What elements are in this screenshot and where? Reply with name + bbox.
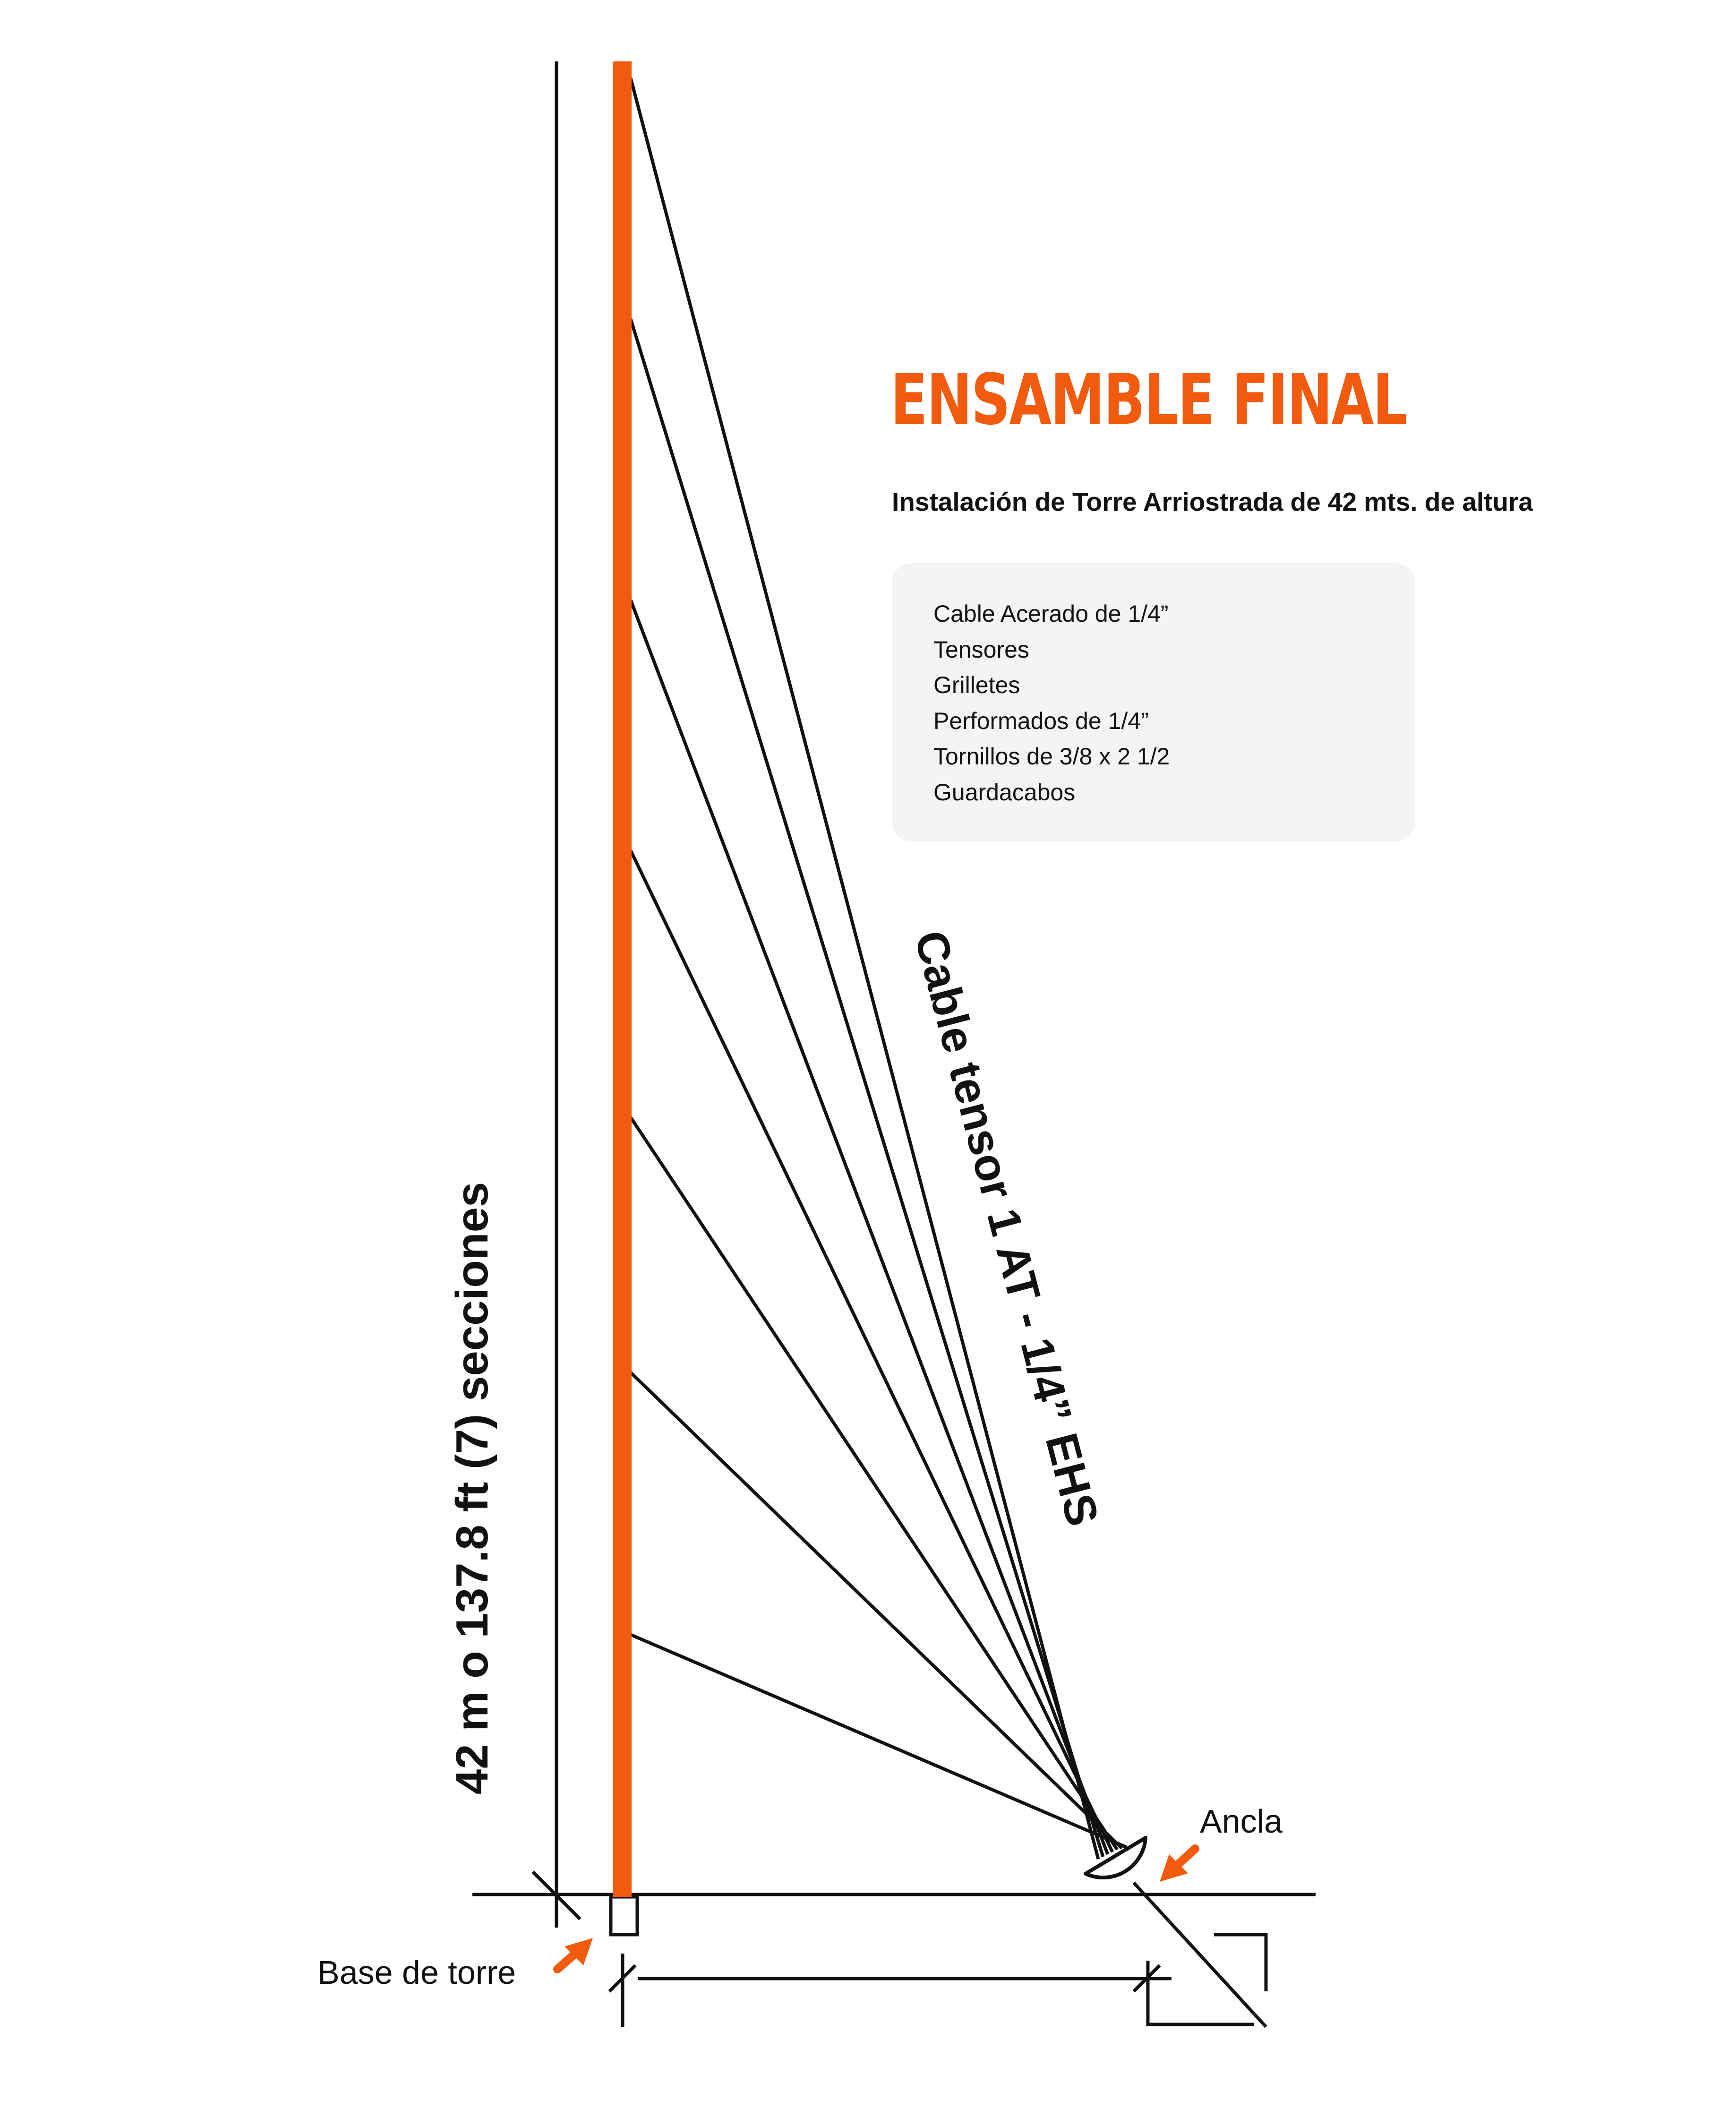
tower-base (609, 1895, 639, 1937)
anchor-semicircle-icon (1084, 1836, 1147, 1880)
anchor-label: Ancla (1200, 1803, 1283, 1840)
guy-cable-2 (629, 318, 1105, 1858)
anchor-diagonal-line (1132, 1881, 1267, 2028)
base-label: Base de torre (317, 1954, 516, 1991)
materials-item: Performados de 1/4” (933, 707, 1149, 734)
guy-cable-7 (630, 1633, 1128, 1849)
materials-item: Cable Acerado de 1/4” (933, 600, 1169, 627)
materials-box: Cable Acerado de 1/4” Tensores Grilletes… (892, 563, 1415, 842)
materials-item: Tornillos de 3/8 x 2 1/2 (933, 743, 1170, 770)
page-title: ENSAMBLE FINAL (890, 359, 1407, 440)
anchor-bracket-upper (1214, 1933, 1268, 1991)
orange-arrow-icon (1160, 1844, 1199, 1882)
guy-cable-3 (629, 599, 1110, 1855)
tower (613, 61, 632, 1897)
anchor-bracket (1146, 1961, 1254, 2026)
height-dimension-tick (531, 1870, 582, 1920)
materials-item: Guardacabos (933, 779, 1076, 806)
orange-arrow-icon (553, 1938, 593, 1973)
guy-cable-1 (629, 77, 1100, 1860)
materials-list: Cable Acerado de 1/4” Tensores Grilletes… (933, 596, 1415, 810)
guy-cable-4 (629, 849, 1114, 1853)
guy-cables (629, 77, 1128, 1860)
distance-dimension-right-tick (1132, 1964, 1161, 1993)
page-subtitle: Instalación de Torre Arriostrada de 42 m… (892, 487, 1533, 516)
guy-cable-5 (629, 1116, 1119, 1851)
guy-cable-6 (629, 1371, 1123, 1850)
materials-item: Tensores (933, 636, 1029, 663)
materials-item: Grilletes (933, 672, 1020, 698)
height-label: 42 m o 137.8 ft (7) secciones (447, 1182, 497, 1795)
distance-dimension-left-tick (608, 1964, 637, 1993)
